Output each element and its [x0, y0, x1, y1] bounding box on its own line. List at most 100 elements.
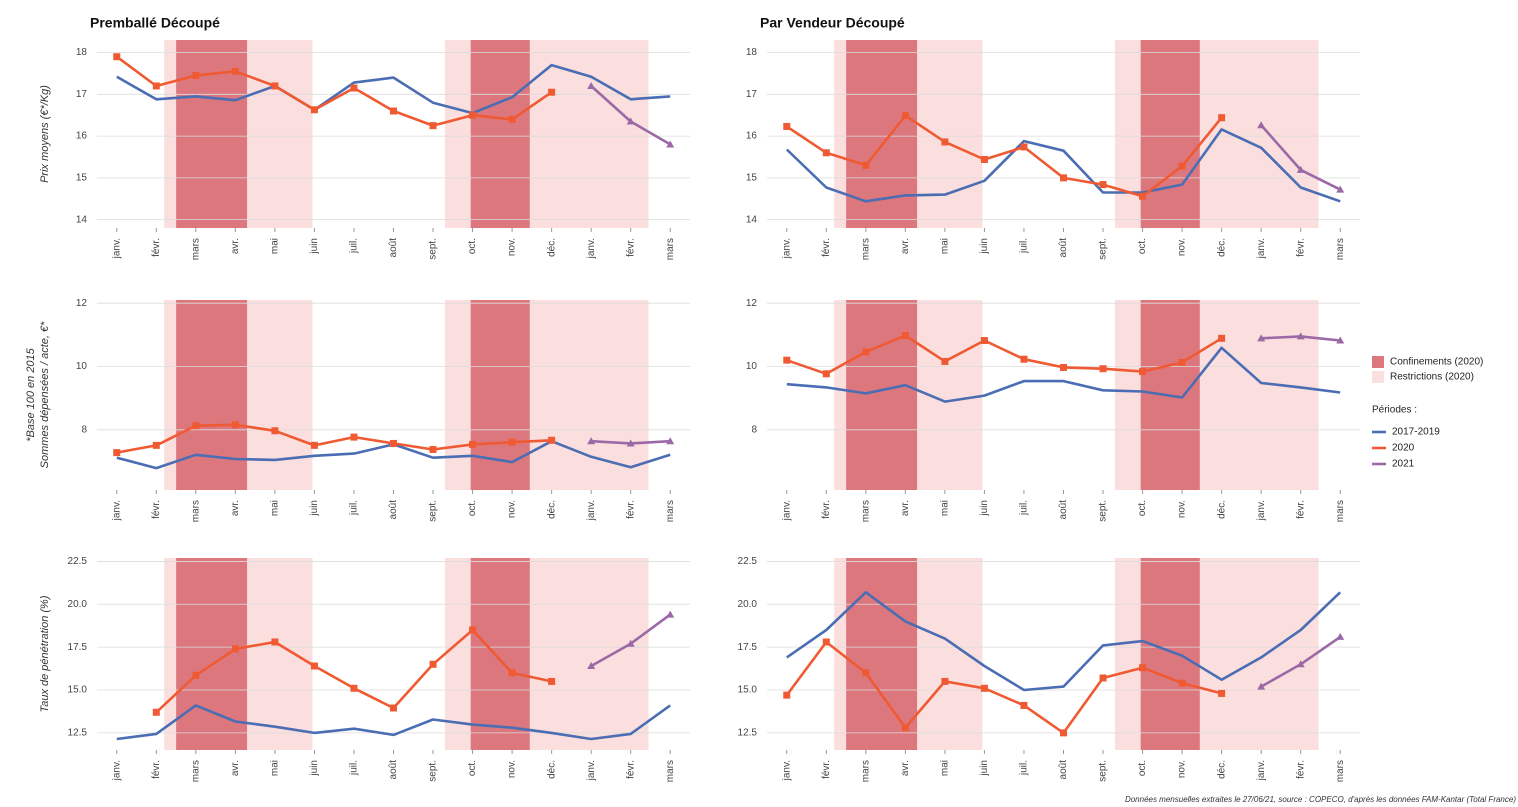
x-tick-label: janv. — [586, 500, 597, 521]
period-band — [444, 40, 471, 228]
point — [1257, 121, 1266, 129]
panel-title: Par Vendeur Découpé — [760, 15, 905, 31]
x-tick-label: janv. — [111, 238, 122, 259]
point — [1178, 679, 1186, 687]
x-tick-label: mars — [190, 500, 201, 522]
series-line — [116, 423, 552, 454]
period-band — [470, 40, 530, 228]
y-axis-label: Taux de pénétration (%) — [39, 595, 51, 712]
point — [822, 638, 830, 646]
x-tick-label: oct. — [1137, 500, 1148, 516]
point — [192, 671, 200, 679]
point — [152, 708, 160, 716]
y-tick-label: 15.0 — [68, 685, 88, 696]
x-tick-label: sept. — [1098, 760, 1109, 782]
point — [1020, 701, 1028, 709]
point — [1178, 162, 1186, 170]
point — [469, 440, 477, 448]
point — [626, 439, 635, 447]
x-tick-label: août — [388, 500, 399, 520]
y-axis-label: Sommes dépensées / acte, €* — [39, 321, 51, 468]
point — [350, 84, 358, 92]
series-line — [116, 704, 671, 741]
point — [508, 669, 516, 677]
point — [152, 441, 160, 449]
y-axis-note: *Base 100 en 2015 — [25, 347, 37, 441]
x-tick-label: nov. — [507, 500, 518, 518]
period-band — [846, 300, 918, 490]
x-tick-label: déc. — [546, 500, 557, 519]
x-tick-label: juin — [309, 500, 320, 517]
period-band — [1199, 558, 1319, 750]
point — [862, 348, 870, 356]
y-tick-label: 16 — [76, 131, 88, 142]
point — [1336, 336, 1345, 344]
x-tick-label: sept. — [428, 760, 439, 782]
x-tick-label: sept. — [428, 238, 439, 260]
x-tick-label: mars — [860, 500, 871, 522]
point — [1218, 689, 1226, 697]
x-tick-label: avr. — [230, 238, 241, 254]
period-band — [444, 558, 471, 750]
x-tick-label: janv. — [586, 760, 597, 781]
y-tick-label: 10 — [76, 361, 88, 372]
x-tick-label: nov. — [1177, 238, 1188, 256]
y-tick-label: 10 — [746, 361, 758, 372]
point — [271, 638, 279, 646]
period-band — [846, 558, 918, 750]
panel-title: Premballé Découpé — [90, 15, 220, 31]
x-tick-label: déc. — [1216, 238, 1227, 257]
period-band — [1114, 40, 1141, 228]
y-tick-label: 17.5 — [738, 642, 758, 653]
x-tick-label: janv. — [781, 500, 792, 521]
x-tick-label: nov. — [507, 760, 518, 778]
x-tick-label: août — [1058, 238, 1069, 258]
x-tick-label: févr. — [151, 760, 162, 779]
point — [429, 445, 437, 453]
x-tick-label: mai — [270, 760, 281, 776]
x-tick-label: août — [1058, 500, 1069, 520]
y-tick-label: 15.0 — [738, 685, 758, 696]
x-tick-label: janv. — [111, 760, 122, 781]
x-tick-label: avr. — [900, 500, 911, 516]
y-tick-label: 12.5 — [738, 727, 758, 738]
series-line — [786, 334, 1223, 376]
x-tick-label: nov. — [1177, 760, 1188, 778]
y-tick-label: 17 — [746, 89, 758, 100]
point — [587, 437, 596, 445]
period-band — [164, 300, 177, 490]
x-tick-label: juin — [979, 238, 990, 255]
point — [113, 53, 121, 61]
point — [626, 639, 635, 647]
x-tick-label: juil. — [349, 760, 360, 776]
x-tick-label: févr. — [1295, 760, 1306, 779]
point — [666, 140, 675, 148]
point — [192, 422, 200, 430]
point — [783, 122, 791, 130]
period-band — [834, 40, 847, 228]
x-tick-label: déc. — [1216, 500, 1227, 519]
period-band — [834, 300, 847, 490]
point — [980, 155, 988, 163]
point — [113, 449, 121, 457]
point — [231, 645, 239, 653]
series-line — [116, 63, 671, 115]
x-tick-label: nov. — [1177, 500, 1188, 518]
x-tick-label: sept. — [428, 500, 439, 522]
y-tick-label: 16 — [746, 131, 758, 142]
point — [548, 88, 556, 96]
point — [548, 436, 556, 444]
y-tick-label: 12 — [746, 298, 758, 309]
x-tick-label: avr. — [900, 238, 911, 254]
point — [626, 117, 635, 125]
series-line — [116, 55, 553, 127]
x-tick-label: mars — [665, 760, 676, 782]
x-tick-label: juin — [979, 500, 990, 517]
x-tick-label: févr. — [1295, 500, 1306, 519]
x-tick-label: oct. — [467, 500, 478, 516]
point — [941, 677, 949, 685]
point — [1257, 682, 1266, 690]
series-line — [785, 640, 1222, 735]
point — [271, 427, 279, 435]
point — [469, 111, 477, 119]
